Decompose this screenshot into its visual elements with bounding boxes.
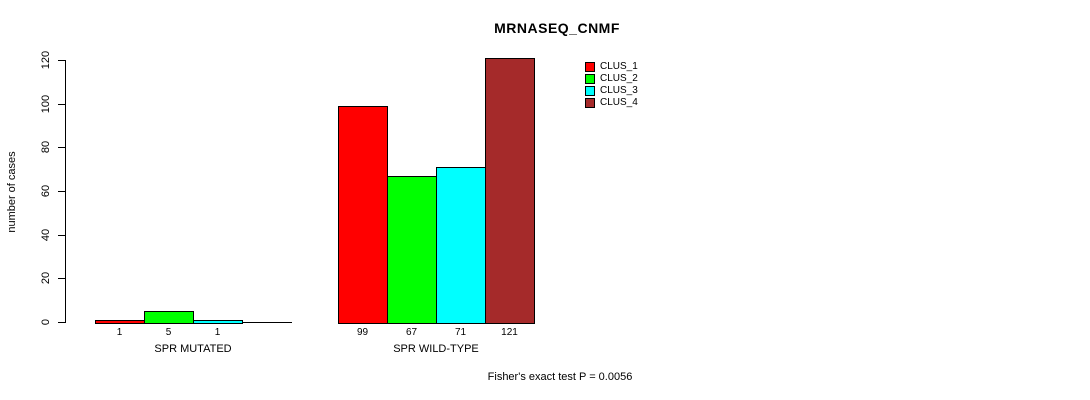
bar-clus_1-2 bbox=[338, 106, 388, 324]
legend-swatch-icon bbox=[585, 86, 595, 96]
y-tick-mark bbox=[58, 322, 65, 323]
y-tick-mark bbox=[58, 104, 65, 105]
bar-clus_2-2 bbox=[387, 176, 437, 324]
bar-value-label: 71 bbox=[454, 327, 467, 338]
legend-item-clus_2: CLUS_2 bbox=[585, 73, 638, 85]
y-tick-label: 80 bbox=[40, 140, 52, 154]
legend-swatch-icon bbox=[585, 98, 595, 108]
legend-swatch-icon bbox=[585, 74, 595, 84]
bar-clus_4-1-zero bbox=[242, 322, 292, 323]
legend-item-label: CLUS_4 bbox=[600, 97, 638, 108]
y-tick-mark bbox=[58, 147, 65, 148]
bar-value-label: 1 bbox=[116, 327, 123, 338]
bar-value-label: 1 bbox=[214, 327, 221, 338]
y-tick-label: 0 bbox=[40, 318, 52, 326]
legend-item-label: CLUS_1 bbox=[600, 61, 638, 72]
x-group-label-2: SPR WILD-TYPE bbox=[393, 343, 479, 355]
legend-swatch-icon bbox=[585, 62, 595, 72]
y-tick-label: 120 bbox=[40, 50, 52, 70]
y-tick-mark bbox=[58, 235, 65, 236]
bar-value-label: 67 bbox=[405, 327, 418, 338]
legend-item-clus_1: CLUS_1 bbox=[585, 61, 638, 73]
y-tick-label: 60 bbox=[40, 184, 52, 198]
bar-clus_3-2 bbox=[436, 167, 486, 324]
fisher-test-annotation: Fisher's exact test P = 0.0056 bbox=[487, 371, 633, 383]
chart-title: MRNASEQ_CNMF bbox=[494, 20, 620, 36]
bar-value-label: 99 bbox=[356, 327, 369, 338]
y-tick-label: 40 bbox=[40, 228, 52, 242]
y-axis-line bbox=[65, 60, 66, 323]
legend: CLUS_1 CLUS_2 CLUS_3 CLUS_4 bbox=[585, 61, 638, 109]
bar-clus_2-1 bbox=[144, 311, 194, 324]
bar-value-label: 5 bbox=[165, 327, 172, 338]
bar-clus_3-1 bbox=[193, 320, 243, 324]
bar-clus_4-2 bbox=[485, 58, 535, 324]
legend-item-label: CLUS_3 bbox=[600, 85, 638, 96]
legend-item-clus_3: CLUS_3 bbox=[585, 85, 638, 97]
y-tick-mark bbox=[58, 278, 65, 279]
y-tick-label: 100 bbox=[40, 94, 52, 114]
legend-item-label: CLUS_2 bbox=[600, 73, 638, 84]
bar-value-label: 121 bbox=[501, 327, 518, 338]
x-group-label-1: SPR MUTATED bbox=[154, 343, 232, 355]
y-tick-label: 20 bbox=[40, 271, 52, 285]
legend-item-clus_4: CLUS_4 bbox=[585, 97, 638, 109]
y-tick-mark bbox=[58, 60, 65, 61]
bar-clus_1-1 bbox=[95, 320, 145, 324]
y-tick-mark bbox=[58, 191, 65, 192]
